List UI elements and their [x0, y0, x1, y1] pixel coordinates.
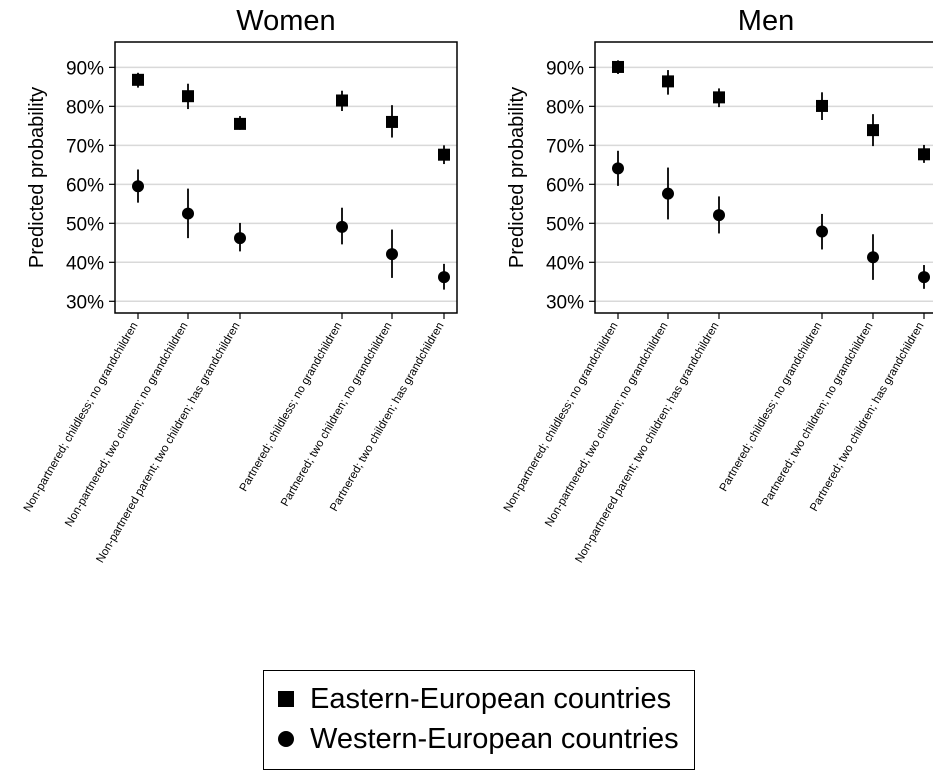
- legend-item-eastern: Eastern-European countries: [276, 679, 671, 719]
- x-tick-label: Partnered; childless; no grandchildren: [238, 321, 345, 494]
- y-tick-label: 60%: [66, 175, 104, 196]
- data-point-square: [612, 60, 624, 73]
- y-tick-label: 80%: [66, 97, 104, 118]
- data-point-circle: [234, 232, 246, 245]
- plot-frame: [594, 41, 933, 314]
- y-tick-label: 50%: [66, 214, 104, 235]
- data-point-circle: [662, 187, 674, 200]
- circle-marker-icon: [278, 731, 294, 747]
- x-tick-label: Partnered; two children; has grandchildr…: [808, 321, 926, 514]
- y-tick-label: 50%: [546, 214, 584, 235]
- data-point-circle: [132, 180, 144, 193]
- y-tick-label: 80%: [546, 97, 584, 118]
- data-point-circle: [816, 225, 828, 238]
- data-point-square: [713, 91, 725, 104]
- y-tick-label: 90%: [546, 58, 584, 79]
- legend-label-western: Western-European countries: [310, 722, 679, 755]
- y-tick-label: 40%: [546, 253, 584, 274]
- data-point-circle: [612, 162, 624, 175]
- square-marker-icon: [278, 691, 294, 707]
- y-tick-label: 60%: [546, 175, 584, 196]
- plot-frame: [114, 41, 458, 314]
- y-tick-label: 30%: [66, 292, 104, 313]
- y-axis-label: Predicted probability: [506, 87, 528, 268]
- legend: Eastern-European countries Western-Europ…: [263, 670, 695, 770]
- y-axis-label: Predicted probability: [26, 87, 48, 268]
- panel-title: Women: [236, 5, 335, 37]
- data-point-circle: [918, 271, 930, 284]
- data-point-square: [336, 94, 348, 107]
- y-tick-label: 70%: [66, 136, 104, 157]
- legend-label-eastern: Eastern-European countries: [310, 682, 672, 715]
- y-tick-label: 40%: [66, 253, 104, 274]
- chart-canvas: Women Predicted probability 30% 40% 50% 60% 70…: [22, 5, 933, 565]
- x-tick-label: Non-partnered; childless; no grandchildr…: [502, 321, 621, 515]
- data-point-square: [918, 148, 930, 161]
- y-tick-label: 30%: [546, 292, 584, 313]
- data-point-circle: [386, 248, 398, 261]
- data-point-square: [816, 99, 828, 112]
- data-point-square: [867, 124, 879, 137]
- legend-item-western: Western-European countries: [276, 719, 679, 759]
- data-point-circle: [438, 271, 450, 284]
- data-point-square: [132, 73, 144, 86]
- x-tick-label: Non-partnered; childless; no grandchildr…: [22, 321, 141, 515]
- x-tick-label: Partnered; two children; has grandchildr…: [328, 321, 446, 514]
- data-point-square: [182, 90, 194, 103]
- x-tick-label: Partnered; childless; no grandchildren: [718, 321, 825, 494]
- data-point-circle: [336, 220, 348, 233]
- panel-title: Men: [738, 5, 794, 37]
- data-point-circle: [867, 251, 879, 264]
- x-tick-label: Partnered; two children; no grandchildre…: [760, 321, 876, 509]
- x-tick-label: Partnered; two children; no grandchildre…: [279, 321, 395, 509]
- data-point-square: [386, 115, 398, 128]
- data-point-circle: [182, 207, 194, 220]
- data-point-square: [662, 75, 674, 88]
- y-tick-label: 90%: [66, 58, 104, 79]
- data-point-square: [438, 148, 450, 161]
- data-point-square: [234, 117, 246, 130]
- y-tick-label: 70%: [546, 136, 584, 157]
- data-point-circle: [713, 209, 725, 222]
